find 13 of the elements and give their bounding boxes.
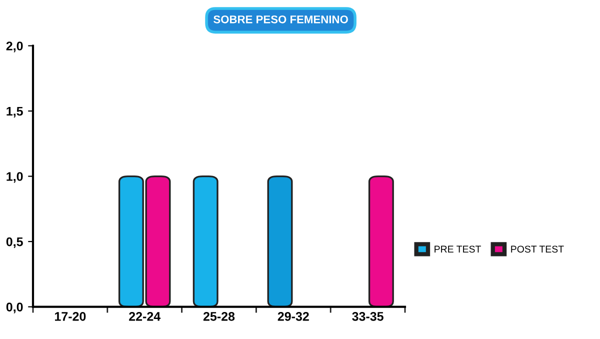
legend-label: POST TEST [511,246,564,253]
y-tick-label: 1,0 [6,172,23,183]
y-tick-label: 2,0 [6,42,23,52]
y-tick-label: 0,5 [6,237,23,248]
x-tick-label: 25-28 [203,312,235,321]
y-tick-label: 1,5 [6,106,23,118]
x-tick-label: 22-24 [129,312,161,321]
x-tick-label: 29-32 [278,312,309,321]
x-tick-label: 17-20 [55,312,86,321]
x-tick-label: 33-35 [352,312,384,321]
legend-label: PRE TEST [434,246,481,253]
y-tick-label: 0,0 [6,302,23,314]
chart-title: SOBRE PESO FEMENINO [214,15,348,24]
